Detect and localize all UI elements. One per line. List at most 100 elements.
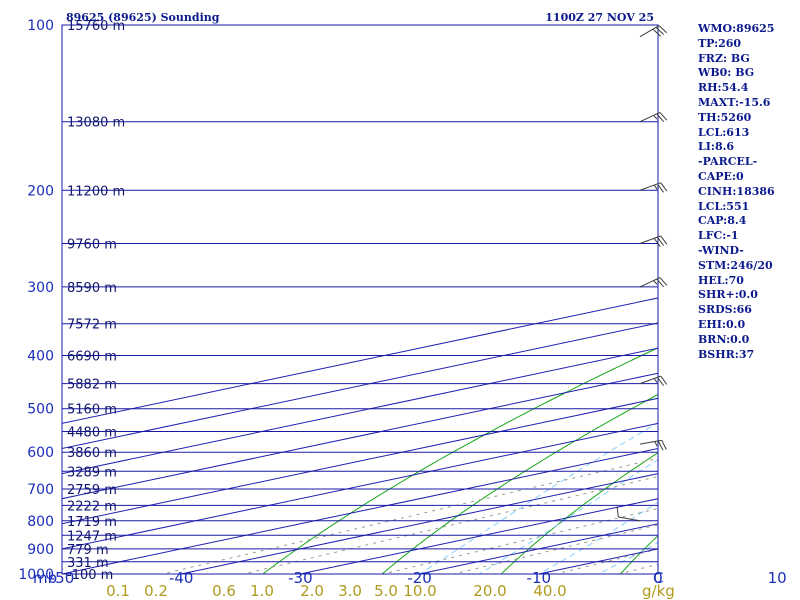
dry-adiabat xyxy=(619,535,658,574)
index-item: SHR+:0.0 xyxy=(698,288,758,302)
pressure-labels: 100 200 300 400 500 600 700 800 900 1000 xyxy=(18,18,54,583)
mixing-ratio-line xyxy=(777,448,800,585)
pressure-label: 900 xyxy=(27,542,54,558)
height-label: -100 m xyxy=(67,568,113,583)
wind-barb-flag xyxy=(659,112,668,121)
mixing-ratio-line xyxy=(160,457,658,574)
mixing-ratio-label: 0.6 xyxy=(212,582,236,600)
height-label: 15760 m xyxy=(67,19,125,34)
wind-barb-flag xyxy=(656,183,665,193)
mixing-ratio-line xyxy=(241,475,658,574)
chart-title: 89625 (89625) Sounding xyxy=(66,11,220,24)
height-label: 779 m xyxy=(67,543,109,558)
isotherms xyxy=(62,297,658,574)
pressure-unit-label: mb xyxy=(33,569,57,587)
mixing-ratio-unit-label: g/kg xyxy=(642,582,675,600)
valid-time: 1100Z 27 NOV 25 xyxy=(545,11,654,24)
pressure-label: 300 xyxy=(27,280,54,296)
wind-barb-flag xyxy=(660,182,668,192)
wind-barb-flag xyxy=(657,440,664,451)
index-item: FRZ: BG xyxy=(698,51,750,65)
index-item: -WIND- xyxy=(698,243,744,257)
height-label: 4480 m xyxy=(67,426,117,441)
wind-barb-flag xyxy=(653,238,661,247)
wind-barb-flag xyxy=(656,278,665,288)
mixing-ratio-line xyxy=(616,563,658,574)
mixing-ratio-label: 20.0 xyxy=(473,582,506,600)
moist-adiabat xyxy=(418,422,658,574)
mixing-ratio-label: 2.0 xyxy=(300,582,324,600)
temperature-tick-label: 10 xyxy=(768,569,787,587)
index-item: WB0: BG xyxy=(698,66,755,80)
height-label: 3860 m xyxy=(67,446,117,461)
pressure-label: 1000 xyxy=(18,567,54,583)
wind-barb-flag xyxy=(658,25,668,34)
height-label: 2222 m xyxy=(67,499,117,514)
index-item: TH:5260 xyxy=(698,110,752,124)
isobars xyxy=(62,24,658,575)
wind-barb-flag xyxy=(656,113,665,123)
height-label: 331 m xyxy=(67,556,109,571)
pressure-label: 600 xyxy=(27,445,54,461)
wind-barb-half-flag xyxy=(653,378,658,383)
height-label: 7572 m xyxy=(67,318,117,333)
isotherm xyxy=(62,372,658,500)
wind-barb xyxy=(639,439,667,451)
height-label: 5882 m xyxy=(67,378,117,393)
wind-barb-half-flag xyxy=(653,280,658,285)
wind-barb-shaft xyxy=(639,235,661,244)
mixing-ratio-line xyxy=(553,548,658,574)
index-item: RH:54.4 xyxy=(698,81,749,95)
wind-barb-flag xyxy=(656,377,665,386)
wind-barb-flag xyxy=(659,277,668,286)
wind-barb-shaft xyxy=(639,439,662,445)
mixing-ratio-label: 3.0 xyxy=(338,582,362,600)
index-item: -PARCEL- xyxy=(698,155,758,169)
index-item: LI:8.6 xyxy=(698,140,735,154)
wind-barb-shaft xyxy=(639,277,661,288)
isotherm xyxy=(178,473,658,574)
dry-adiabat xyxy=(500,452,658,574)
wind-barb-shaft xyxy=(639,25,660,38)
mixing-ratio-line xyxy=(655,448,800,585)
wind-barbs xyxy=(616,25,668,522)
index-item: SRDS:66 xyxy=(698,303,752,317)
mixing-ratio-label: 10.0 xyxy=(403,582,436,600)
moist-adiabats xyxy=(418,422,658,574)
pressure-label: 100 xyxy=(27,18,54,34)
pressure-label: 800 xyxy=(27,514,54,530)
index-item: LFC:-1 xyxy=(698,229,739,243)
height-label: 5160 m xyxy=(67,403,117,418)
index-item: WMO:89625 xyxy=(698,22,775,35)
index-item: MAXT:-15.6 xyxy=(698,95,771,109)
mixing-ratio-label: 1.0 xyxy=(250,582,274,600)
index-item: TP:260 xyxy=(698,36,742,50)
isotherm xyxy=(62,422,658,550)
right-axis-label: C xyxy=(653,569,663,587)
wind-barb xyxy=(616,506,641,522)
height-label: 13080 m xyxy=(67,116,125,131)
temperature-tick-label: -20 xyxy=(407,569,432,587)
wind-barb-shaft xyxy=(639,375,661,385)
isotherm xyxy=(62,297,658,424)
temperature-tick-label: -50 xyxy=(50,569,75,587)
isotherm xyxy=(62,447,658,574)
wind-barb-flag xyxy=(660,235,668,245)
wind-barb-flag xyxy=(656,236,665,246)
isotherm xyxy=(62,397,658,525)
wind-barb-half-flag xyxy=(653,114,658,120)
mixing-ratio-label: 0.1 xyxy=(106,582,130,600)
wind-barb-shaft xyxy=(639,182,661,191)
height-label: 1719 m xyxy=(67,515,117,530)
isotherm xyxy=(62,347,658,475)
wind-barb xyxy=(639,25,668,38)
index-item: EHI:0.0 xyxy=(698,317,746,331)
mixing-ratio-label: 40.0 xyxy=(533,582,566,600)
height-labels: 15760 m 13080 m 11200 m 9760 m 8590 m 7572 m 6… xyxy=(67,19,125,583)
index-item: CAPE:0 xyxy=(698,169,744,183)
temperature-tick-label: 0 xyxy=(653,569,663,587)
height-label: 1247 m xyxy=(67,529,117,544)
index-item: CAP:8.4 xyxy=(698,214,747,228)
mixing-ratio-line xyxy=(451,524,658,574)
